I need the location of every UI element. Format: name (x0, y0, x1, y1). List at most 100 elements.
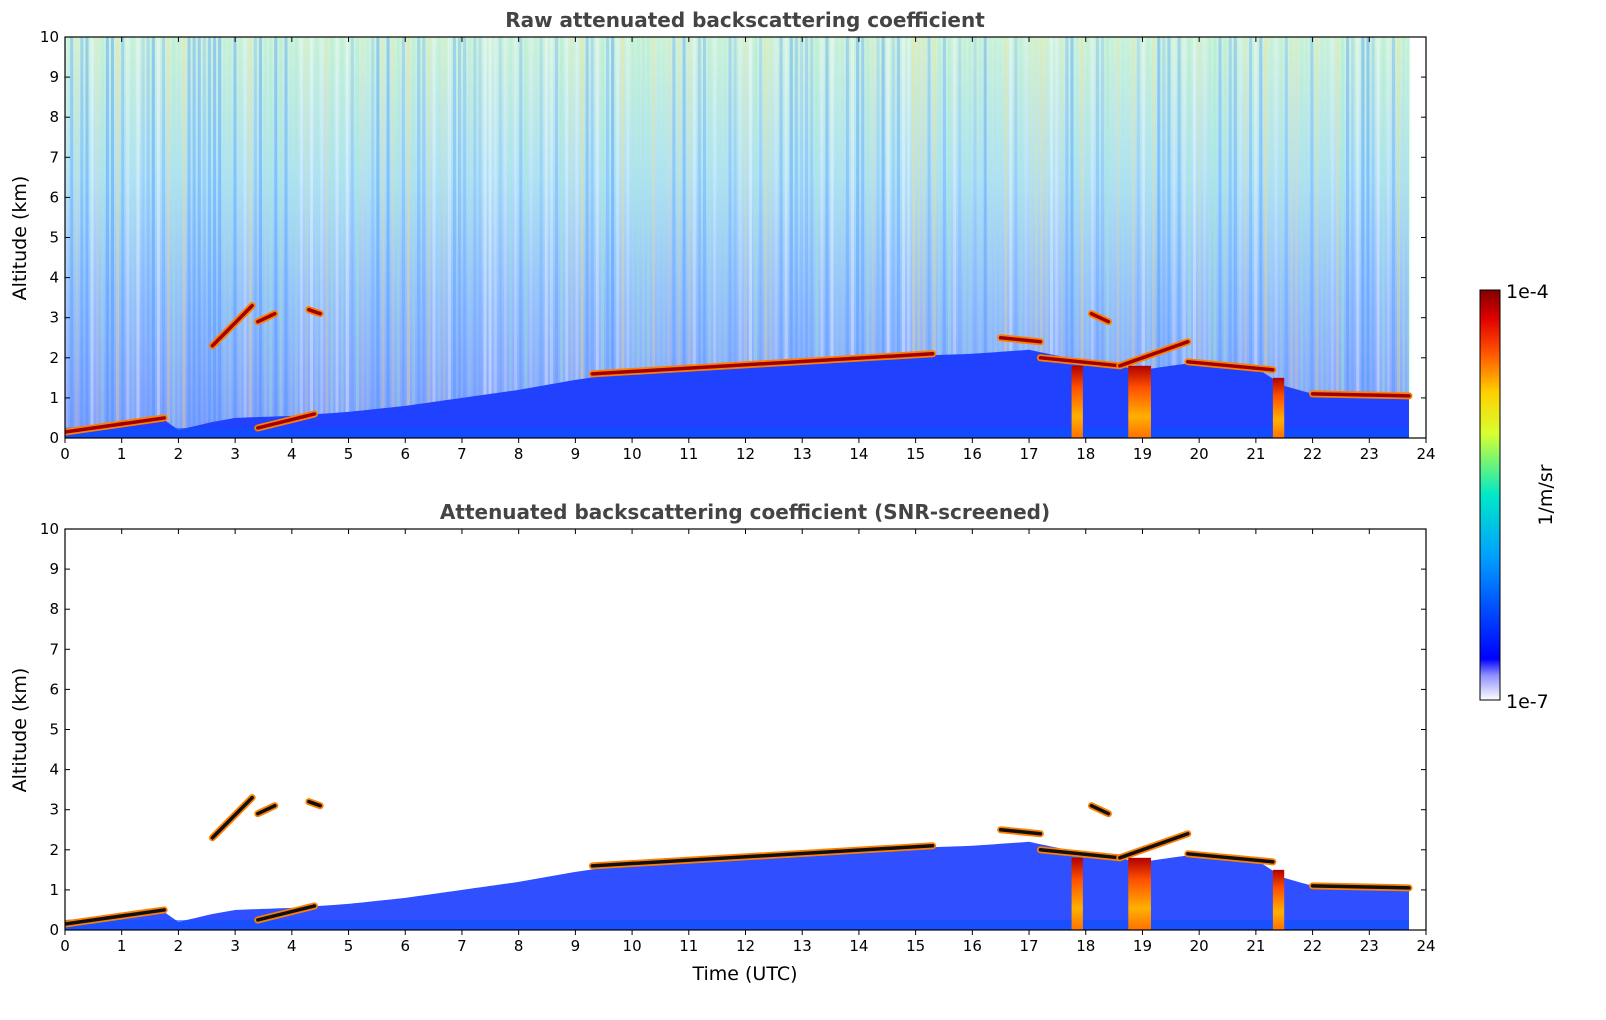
noise-stripe (345, 37, 349, 413)
x-tick-label: 14 (849, 937, 868, 955)
cloud-layer (256, 904, 317, 922)
noise-stripe (886, 37, 890, 357)
noise-stripe (600, 37, 604, 377)
y-tick-label: 2 (49, 349, 59, 367)
noise-stripe (1152, 37, 1156, 369)
y-tick-label: 7 (49, 148, 59, 166)
noise-stripe (1310, 37, 1314, 394)
y-tick-label: 0 (49, 429, 59, 447)
x-tick-label: 5 (344, 445, 354, 463)
noise-stripe (478, 37, 482, 396)
noise-stripe (218, 37, 222, 421)
cloud-layer (1118, 340, 1190, 368)
noise-stripe (172, 37, 176, 426)
noise-stripe (723, 37, 727, 365)
noise-stripe (1320, 37, 1324, 395)
noise-stripe (253, 37, 257, 418)
noise-stripe (442, 37, 446, 401)
noise-stripe (932, 37, 936, 356)
noise-stripe (457, 37, 462, 399)
noise-stripe (202, 37, 206, 425)
noise-stripe (1208, 37, 1212, 363)
noise-stripe (927, 37, 931, 356)
noise-stripe (299, 37, 303, 416)
noise-stripe (1254, 37, 1258, 368)
noise-stripe (922, 37, 926, 356)
noise-stripe (585, 37, 589, 379)
noise-stripe (590, 37, 594, 378)
noise-stripe (284, 37, 288, 417)
noise-stripe (1300, 37, 1304, 391)
noise-stripe (1402, 37, 1406, 396)
y-tick-label: 10 (40, 520, 59, 538)
noise-stripe (774, 37, 778, 362)
noise-stripe (560, 37, 564, 383)
noise-stripe (554, 37, 559, 384)
y-tick-label: 1 (49, 881, 59, 899)
noise-stripe (355, 37, 359, 412)
noise-stripe (1044, 37, 1048, 354)
noise-stripe (1243, 37, 1248, 367)
precipitation-shaft (1071, 365, 1083, 438)
noise-stripe (1004, 37, 1008, 352)
cloud-layer (1038, 356, 1122, 368)
noise-stripe (468, 37, 472, 398)
precipitation-shaft (1128, 857, 1151, 930)
noise-stripe (197, 37, 201, 426)
noise-stripe (861, 37, 865, 358)
cloud-layer (1310, 392, 1411, 398)
colorbar-max-label: 1e-4 (1506, 281, 1549, 303)
noise-stripe (264, 37, 268, 417)
noise-stripe (366, 37, 370, 411)
cloud-layer (307, 799, 322, 808)
noise-stripe (1029, 37, 1033, 350)
panel1-y-axis: 0 1 2 3 4 5 6 7 8 9 10 (40, 28, 1426, 447)
noise-stripe (570, 37, 574, 381)
noise-stripe (75, 37, 79, 428)
noise-stripe (958, 37, 962, 355)
y-tick-label: 8 (49, 600, 59, 618)
y-tick-label: 4 (49, 761, 59, 779)
cloud-layer (1089, 803, 1111, 816)
noise-stripe (692, 37, 696, 366)
cloud-layer (1118, 832, 1190, 860)
x-tick-label: 23 (1360, 445, 1379, 463)
noise-stripe (779, 37, 783, 362)
x-tick-label: 1 (117, 445, 127, 463)
x-tick-label: 11 (679, 445, 698, 463)
noise-stripe (386, 37, 390, 408)
noise-stripe (406, 37, 411, 406)
noise-stripe (146, 37, 150, 421)
noise-stripe (845, 37, 849, 359)
noise-stripe (488, 37, 492, 395)
noise-stripe (953, 37, 957, 355)
noise-stripe (1065, 37, 1069, 358)
noise-stripe (187, 37, 191, 428)
noise-stripe (248, 37, 252, 418)
noise-stripe (116, 37, 120, 425)
precipitation-shaft (1071, 857, 1083, 930)
cloud-layer (1089, 311, 1111, 324)
x-tick-label: 21 (1246, 937, 1265, 955)
noise-stripe (1075, 37, 1079, 360)
noise-stripe (156, 37, 160, 419)
noise-stripe (988, 37, 992, 353)
noise-stripe (1146, 37, 1151, 370)
noise-stripe (881, 37, 885, 357)
noise-stripe (1259, 37, 1263, 370)
x-tick-label: 18 (1076, 445, 1095, 463)
noise-stripe (1090, 37, 1094, 363)
noise-stripe (65, 37, 69, 428)
noise-stripe (1218, 37, 1222, 364)
noise-stripe (1198, 37, 1202, 362)
noise-stripe (294, 37, 298, 416)
noise-stripe (233, 37, 237, 419)
noise-stripe (1335, 37, 1339, 395)
y-tick-label: 6 (49, 188, 59, 206)
cloud-layer (590, 844, 935, 868)
x-tick-label: 2 (174, 445, 184, 463)
y-tick-label: 9 (49, 560, 59, 578)
x-tick-label: 13 (793, 937, 812, 955)
noise-stripe (1167, 37, 1171, 367)
